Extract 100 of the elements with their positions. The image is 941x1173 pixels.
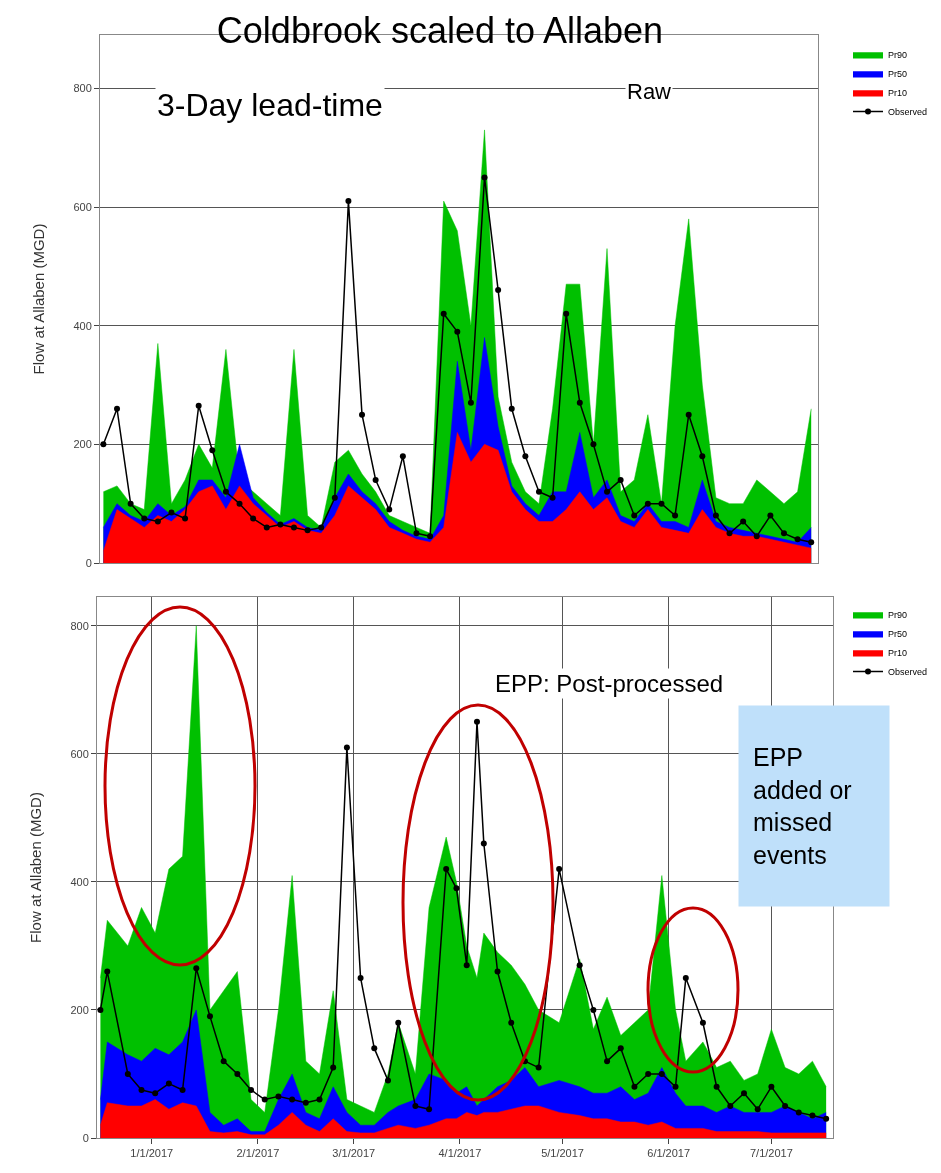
- y-tick-label: 600: [70, 747, 89, 760]
- annotation: 3-Day lead-time: [157, 87, 383, 123]
- point: [727, 1102, 734, 1109]
- point: [604, 488, 611, 495]
- x-tick-label: 1/1/2017: [130, 1147, 174, 1160]
- point: [795, 1109, 802, 1116]
- point: [617, 1045, 624, 1052]
- point: [250, 515, 257, 522]
- point: [152, 1090, 159, 1097]
- point: [104, 968, 111, 975]
- point: [823, 1115, 830, 1122]
- point: [508, 1019, 515, 1026]
- point: [220, 1058, 227, 1065]
- legend-label: Observed: [888, 667, 928, 678]
- x-tick-label: 5/1/2017: [541, 1147, 584, 1160]
- x-tick-label: 7/1/2017: [749, 1147, 793, 1160]
- point: [682, 974, 689, 981]
- point: [357, 974, 364, 981]
- point: [494, 968, 501, 975]
- point: [480, 840, 487, 847]
- point: [535, 488, 542, 495]
- point: [168, 509, 175, 516]
- point: [644, 500, 651, 507]
- y-tick-label: 0: [85, 556, 92, 569]
- point: [556, 866, 563, 873]
- point: [182, 515, 189, 522]
- point: [576, 399, 583, 406]
- y-tick-label: 0: [82, 1131, 89, 1144]
- point: [209, 447, 216, 454]
- point: [604, 1058, 611, 1065]
- point: [535, 1064, 542, 1071]
- point: [275, 1093, 282, 1100]
- point: [467, 399, 474, 406]
- point: [699, 453, 706, 460]
- point: [740, 518, 747, 525]
- point: [712, 512, 719, 519]
- point: [753, 533, 760, 540]
- point: [127, 500, 134, 507]
- point: [590, 441, 597, 448]
- x-tick-label: 4/1/2017: [438, 1147, 482, 1160]
- point: [304, 527, 311, 534]
- point: [371, 1045, 378, 1052]
- point: [124, 1070, 131, 1077]
- point: [631, 512, 638, 519]
- x-tick-label: 6/1/2017: [647, 1147, 691, 1160]
- point: [138, 1086, 145, 1093]
- point: [154, 518, 161, 525]
- point: [563, 310, 570, 317]
- point: [426, 1106, 433, 1113]
- point: [809, 1112, 816, 1119]
- point: [672, 512, 679, 519]
- picture-note-box: EPP added or missed events: [738, 705, 890, 907]
- point: [277, 521, 284, 528]
- legend-label: Pr10: [888, 88, 908, 99]
- point: [440, 310, 447, 317]
- point: [345, 198, 352, 205]
- point: [399, 453, 406, 460]
- y-tick-label: 400: [70, 875, 89, 888]
- point: [672, 1083, 679, 1090]
- point: [658, 500, 665, 507]
- point: [782, 1102, 789, 1109]
- point: [767, 512, 774, 519]
- point: [726, 530, 733, 537]
- point: [179, 1086, 186, 1093]
- point: [290, 524, 297, 531]
- point: [617, 476, 624, 483]
- y-tick-label: 200: [73, 438, 92, 451]
- point: [331, 494, 338, 501]
- point: [454, 328, 461, 335]
- point: [395, 1019, 402, 1026]
- point: [193, 965, 200, 972]
- point: [780, 530, 787, 537]
- point: [316, 1096, 323, 1103]
- point: [359, 411, 366, 418]
- x-tick-label: 3/1/2017: [332, 1147, 376, 1160]
- point: [794, 536, 801, 543]
- annotation: EPP: Post-processed: [495, 670, 724, 697]
- point: [754, 1106, 761, 1113]
- y-tick-label: 400: [73, 319, 92, 332]
- x-tick-label: 2/1/2017: [236, 1147, 280, 1160]
- legend-label: Pr10: [888, 648, 908, 659]
- point: [522, 453, 529, 460]
- point: [234, 1070, 241, 1077]
- point: [114, 405, 121, 412]
- point: [248, 1086, 255, 1093]
- point: [384, 1077, 391, 1084]
- point: [453, 885, 460, 892]
- point: [386, 506, 393, 513]
- annotation: Raw: [627, 79, 672, 104]
- point: [343, 744, 350, 751]
- point: [481, 174, 488, 181]
- y-axis-title: Flow at Allaben (MGD): [26, 792, 44, 943]
- point: [685, 411, 692, 418]
- legend-label: Pr50: [888, 69, 908, 80]
- legend-label: Observed: [888, 107, 928, 118]
- point: [768, 1083, 775, 1090]
- point: [372, 476, 379, 483]
- point: [141, 515, 148, 522]
- point: [495, 287, 502, 294]
- point: [645, 1070, 652, 1077]
